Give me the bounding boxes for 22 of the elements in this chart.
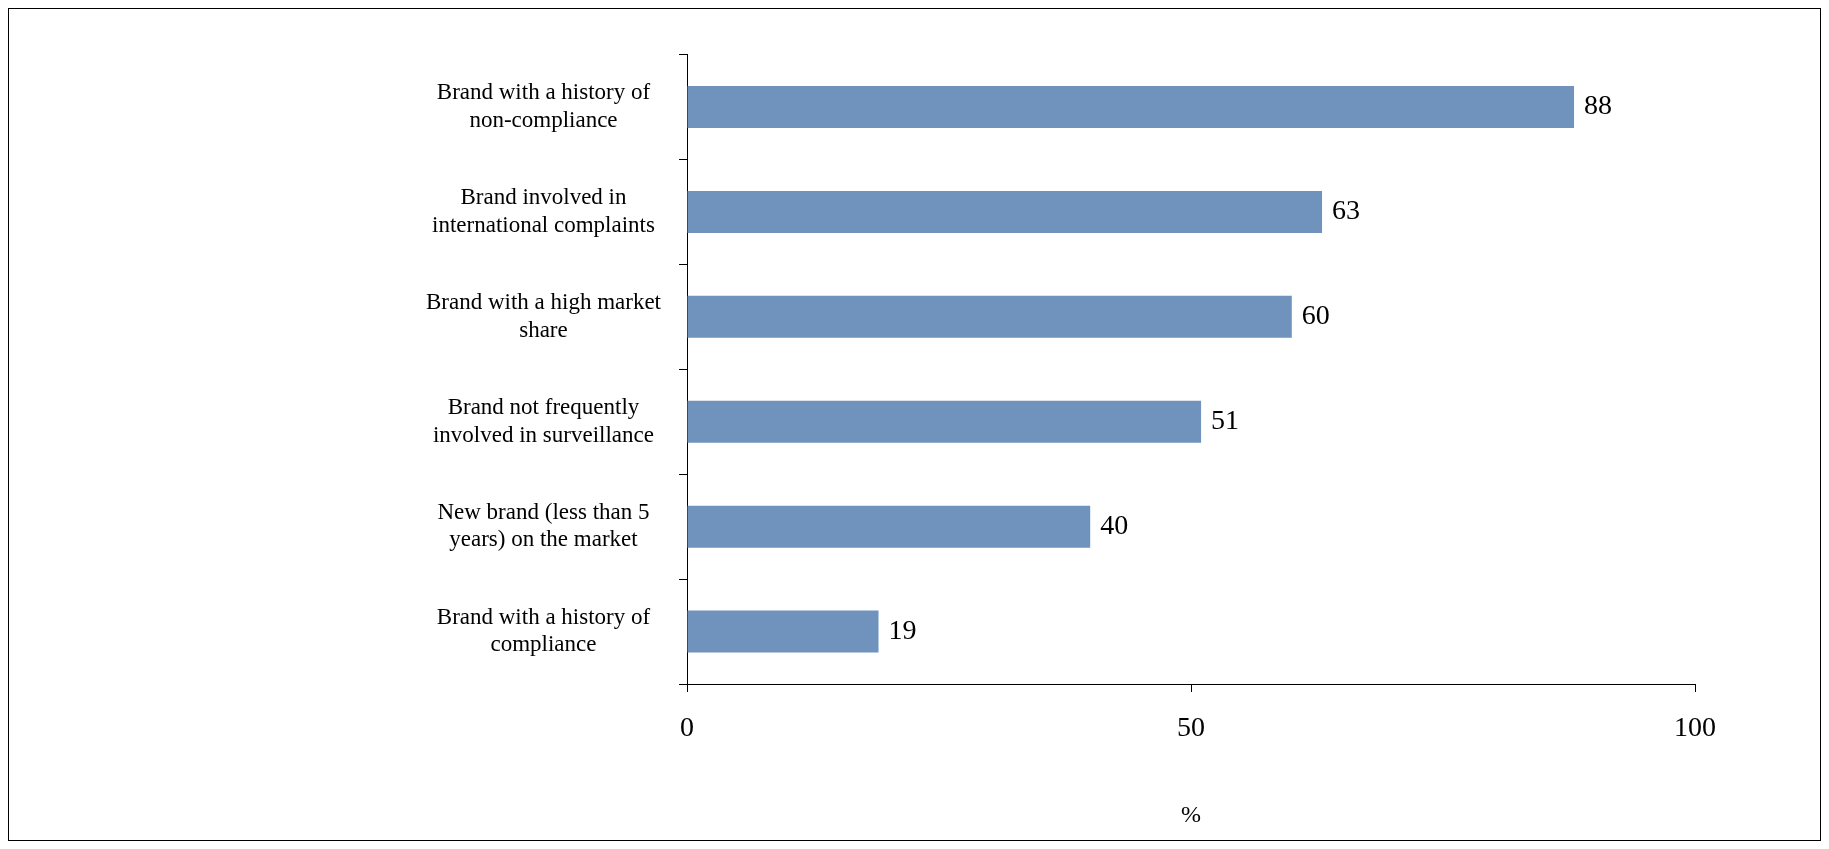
bar <box>687 505 1091 548</box>
bar <box>687 86 1575 129</box>
y-tick-label: Brand not frequently involved in surveillance <box>432 394 654 447</box>
data-label: 63 <box>1332 194 1361 226</box>
bar <box>687 190 1323 233</box>
bar <box>687 610 879 653</box>
y-tick-label: Brand with a high market share <box>425 289 662 342</box>
data-label: 19 <box>888 613 917 645</box>
y-tick-label: New brand (less than 5 years) on the market <box>437 498 650 552</box>
data-label: 40 <box>1100 509 1129 541</box>
y-tick-label: Brand with a history of compliance <box>436 603 651 657</box>
x-axis-title: % <box>1181 800 1201 827</box>
y-tick-label: Brand with a history of non-compliance <box>436 79 651 132</box>
data-label: 88 <box>1584 89 1613 121</box>
data-label: 51 <box>1211 404 1240 436</box>
x-tick-label: 100 <box>1674 711 1716 743</box>
x-tick-label: 0 <box>680 711 694 743</box>
x-tick-label: 50 <box>1177 711 1205 743</box>
bar <box>687 295 1292 338</box>
bar <box>687 400 1202 443</box>
data-label: 60 <box>1301 299 1330 331</box>
y-tick-label: Brand involved in international complaints <box>432 184 655 237</box>
